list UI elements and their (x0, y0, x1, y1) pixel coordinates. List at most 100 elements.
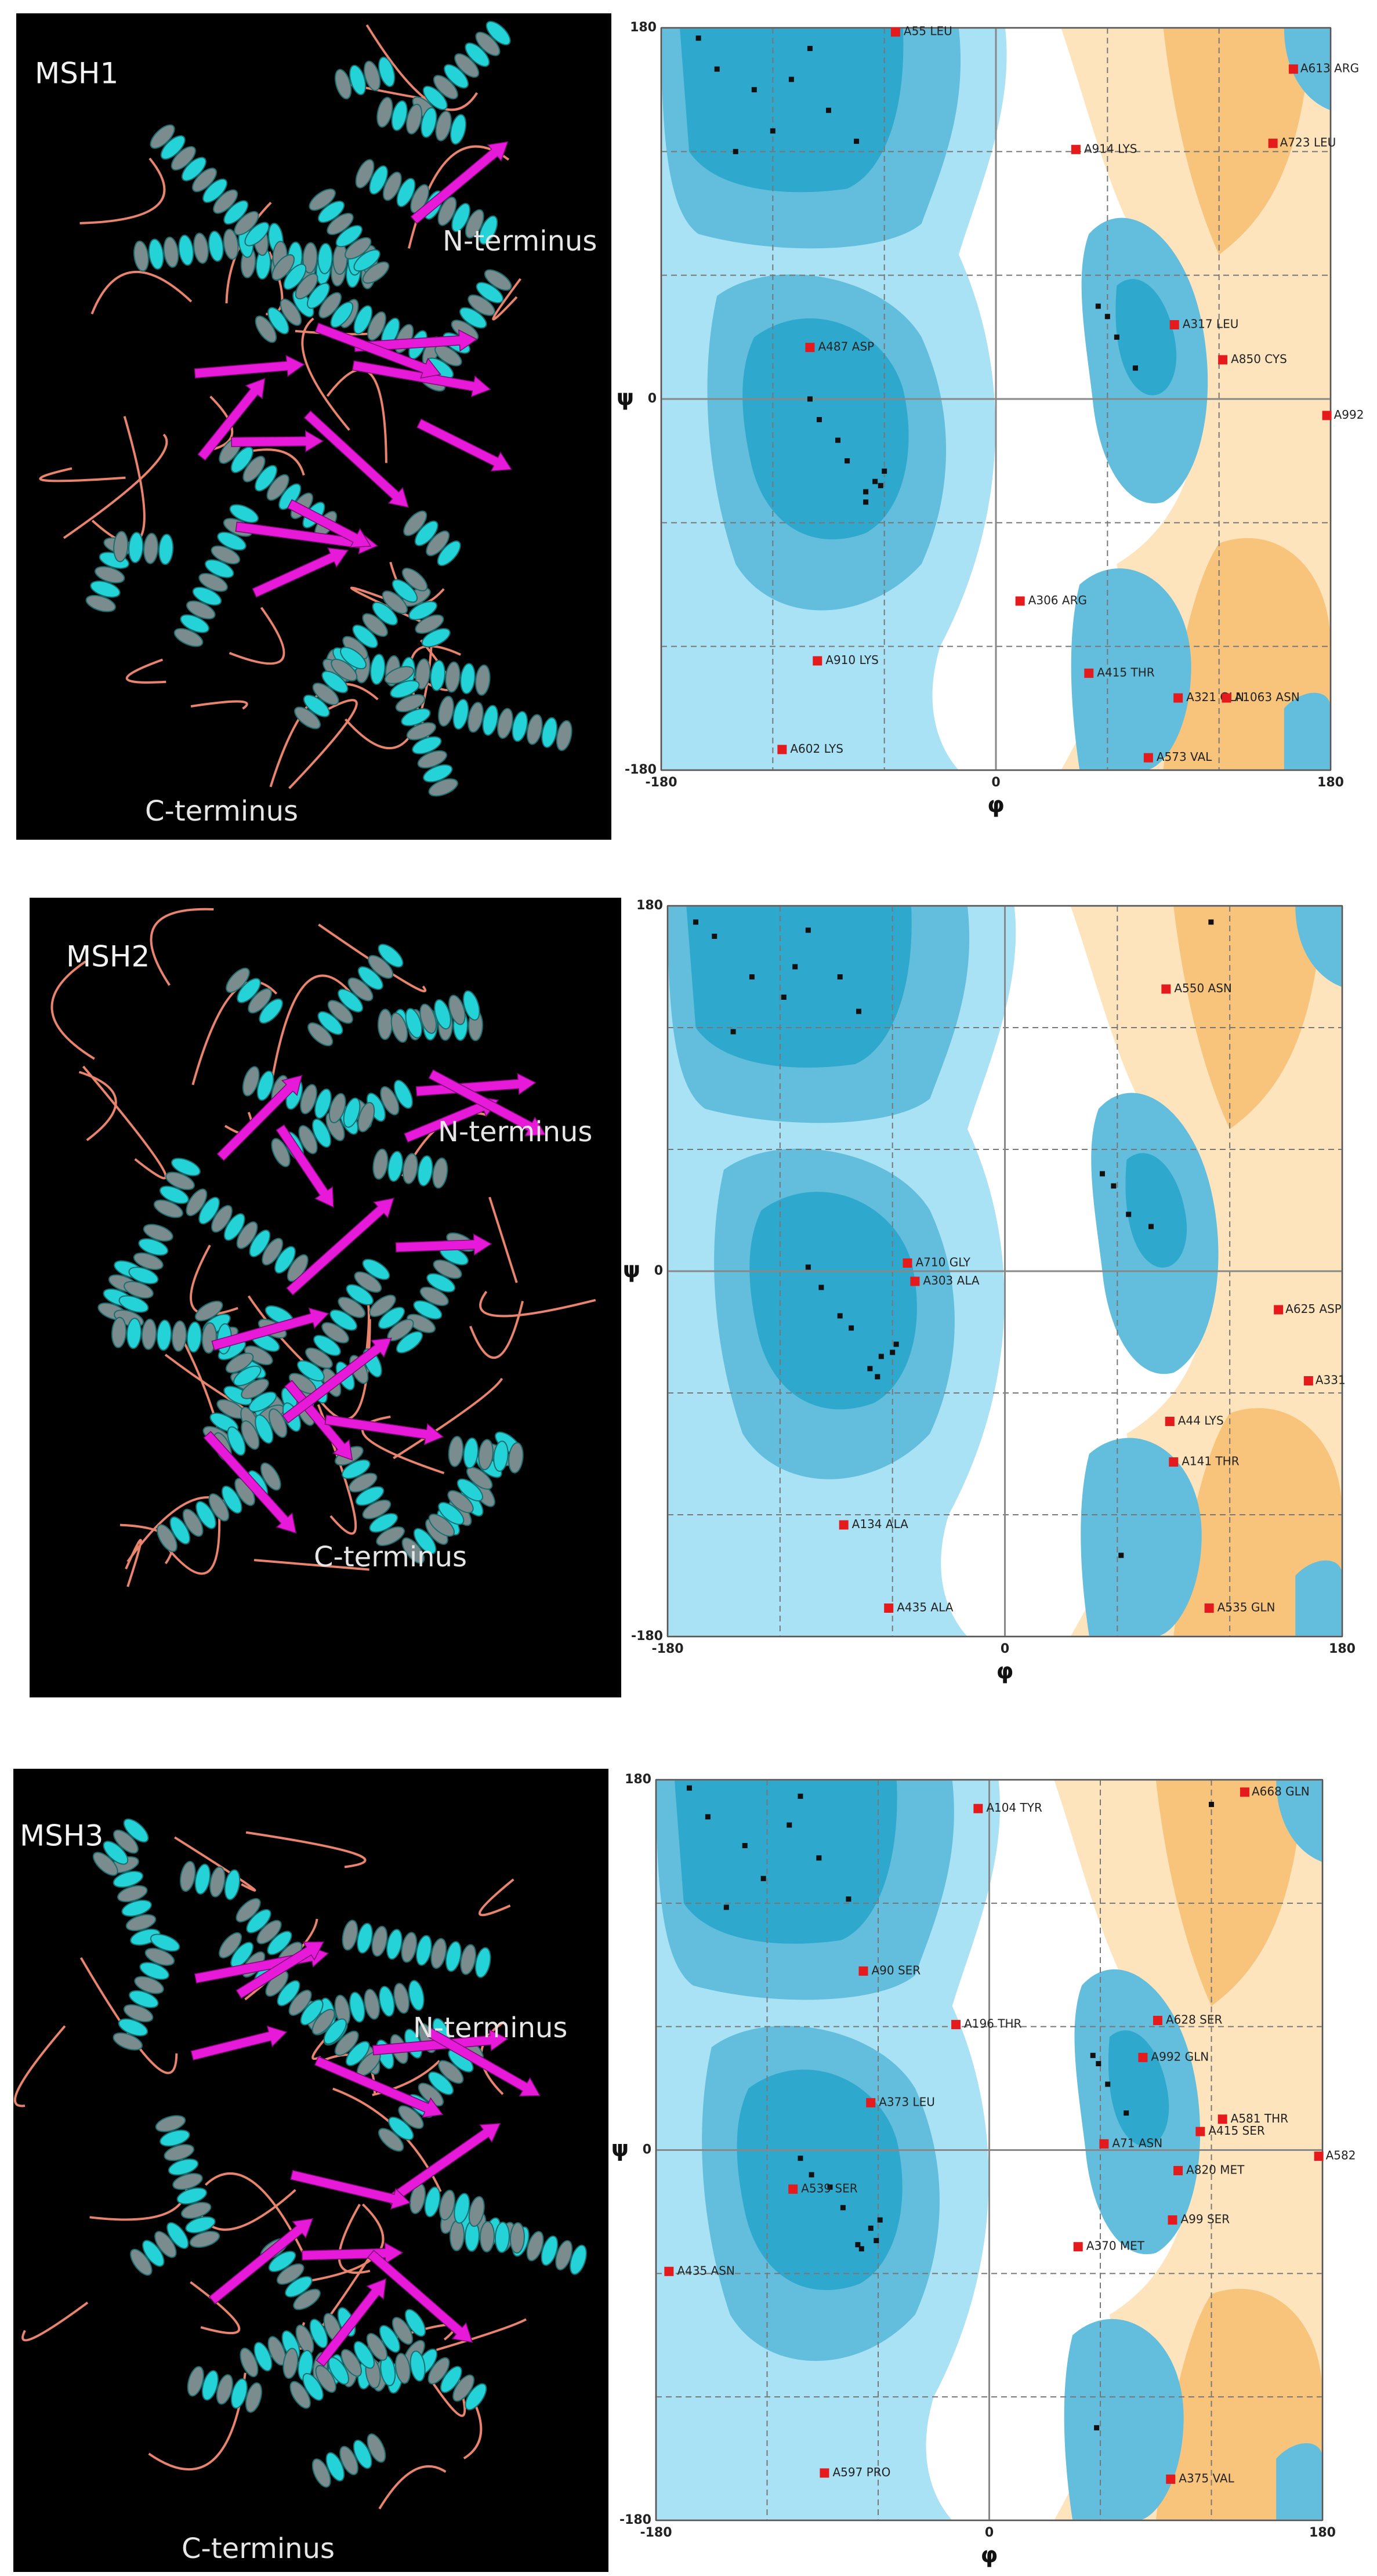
outlier-label: A90 SER (871, 1963, 921, 1977)
helix-turn (353, 2341, 375, 2369)
helix-turn (211, 1204, 233, 1233)
outlier-point (1161, 984, 1171, 994)
helix-turn (321, 670, 349, 694)
helix-turn (448, 995, 466, 1025)
residue-point (693, 919, 698, 925)
helix-turn (171, 1320, 187, 1352)
outlier-label: A415 THR (1097, 665, 1154, 679)
outlier-label: A992 GLN (1151, 2049, 1209, 2063)
coil (436, 2318, 527, 2352)
x-tick-label: -180 (651, 1642, 683, 1656)
residue-point (807, 46, 813, 52)
helix-turn (312, 683, 339, 706)
beta-strand (410, 141, 509, 224)
helix-turn (468, 294, 495, 316)
helix-turn (405, 103, 423, 135)
plot-frame (655, 1779, 1323, 2521)
residue-point (837, 1313, 843, 1319)
n-terminus-label: N-terminus (413, 2012, 567, 2044)
outlier-point (973, 1804, 983, 1813)
x-tick-label: 180 (1309, 2526, 1336, 2540)
outlier-label: A613 ARG (1300, 61, 1359, 75)
helix-turn (479, 215, 498, 245)
helix-turn (288, 1990, 312, 2016)
helix-turn (345, 237, 372, 260)
coil (190, 700, 248, 710)
helix-turn (157, 1524, 177, 1552)
coil (204, 2172, 306, 2256)
y-tick-label: 0 (643, 2143, 651, 2157)
beta-strand (415, 1072, 537, 1097)
helix-turn (526, 714, 543, 745)
helix-turn (153, 1199, 183, 1218)
helix-turn (435, 110, 452, 142)
helix-turn (369, 165, 389, 195)
helix-turn (341, 1459, 371, 1479)
helix-turn (430, 659, 445, 691)
helix-turn (367, 2433, 386, 2463)
residue-point (1096, 2061, 1101, 2067)
helix-turn (371, 1925, 388, 1957)
outlier-point (788, 2184, 798, 2194)
helix-turn (154, 2231, 177, 2258)
helix-turn (475, 664, 491, 696)
outlier-point (805, 343, 815, 353)
coil (190, 1245, 238, 1316)
beta-strand (324, 1414, 444, 1446)
x-tick-label: -180 (645, 775, 677, 790)
outlier-point (910, 1276, 920, 1286)
helix-turn (287, 1254, 309, 1282)
residue-point (1124, 2110, 1129, 2116)
helix-turn (255, 465, 278, 492)
helix-turn (418, 2082, 444, 2107)
helix-turn (315, 2365, 336, 2393)
helix-turn (278, 483, 302, 510)
helix-turn (447, 1490, 474, 1514)
structure-panel: MSH1 N-terminus C-terminus (16, 13, 611, 840)
helix-turn (134, 1976, 164, 1994)
helix-turn (124, 1280, 154, 1299)
helix-turn (237, 978, 261, 1003)
helix-turn (92, 1852, 118, 1876)
outlier-label: A104 TYR (986, 1801, 1042, 1815)
beta-strand (385, 2123, 501, 2205)
c-terminus-label: C-terminus (182, 2533, 335, 2565)
outlier-point (890, 27, 900, 37)
beta-strand (367, 2250, 473, 2343)
helix-turn (451, 202, 470, 233)
helix-turn (133, 240, 149, 272)
helix-turn (295, 273, 318, 300)
outlier-label: A820 MET (1186, 2163, 1245, 2176)
helix-turn (180, 1860, 196, 1892)
helix-turn (482, 705, 499, 736)
outlier-point (866, 2098, 876, 2107)
outlier-label: A1063 ASN (1234, 690, 1299, 704)
helix-turn (454, 53, 480, 78)
helix-turn (408, 1980, 425, 2011)
coil (150, 908, 214, 986)
helix-turn (117, 1885, 148, 1903)
panel-label: MSH2 (66, 940, 150, 974)
helix-turn (125, 1914, 157, 1932)
helix-turn (185, 2216, 216, 2234)
coil (209, 396, 234, 451)
outlier-point (1195, 2127, 1205, 2136)
helix-turn (474, 1947, 491, 1978)
residue-point (770, 128, 776, 134)
helix-turn (202, 178, 228, 203)
helix-turn (321, 1322, 349, 1344)
helix-turn (368, 955, 394, 979)
beta-strand (354, 329, 478, 353)
outlier-label: A550 ASN (1174, 981, 1232, 995)
outlier-label: A435 ASN (677, 2263, 735, 2277)
helix-turn (266, 474, 289, 501)
helix-turn (452, 2374, 474, 2402)
outlier-label: A914 LYS (1084, 142, 1137, 155)
helix-turn (323, 2018, 347, 2045)
helix-turn (130, 2248, 153, 2276)
helix-turn (512, 711, 528, 742)
coil (79, 157, 166, 224)
helix-turn (313, 1334, 341, 1356)
helix-turn (236, 1221, 258, 1249)
